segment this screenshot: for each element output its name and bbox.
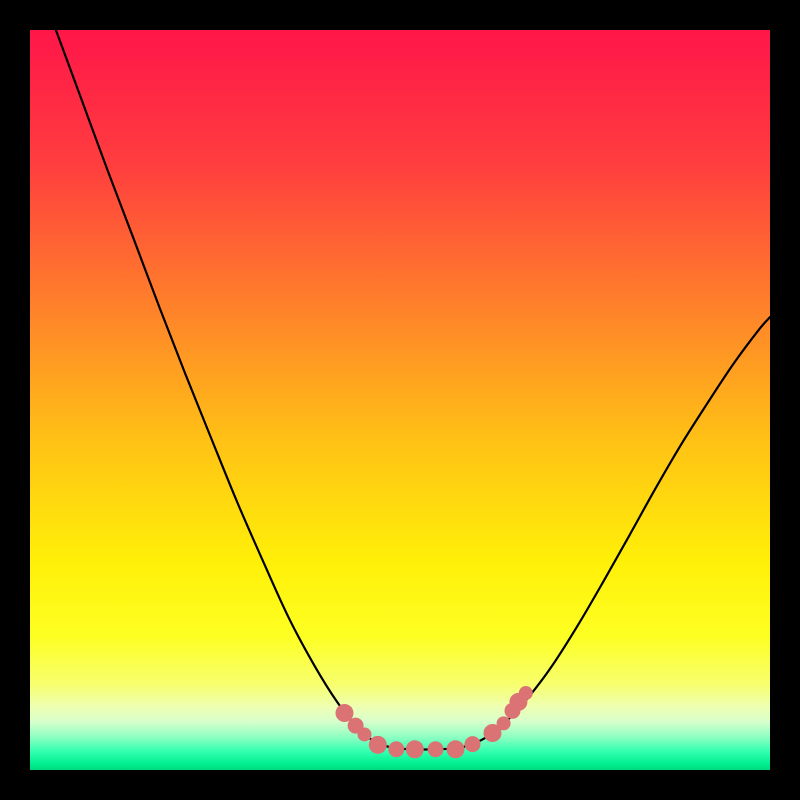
curve-marker [447,740,465,758]
curve-marker [388,741,404,757]
curve-marker [406,740,424,758]
curve-marker [428,741,444,757]
bottleneck-chart [0,0,800,800]
curve-marker [519,686,533,700]
curve-marker [497,716,511,730]
curve-marker [357,727,371,741]
chart-gradient-bg [30,30,770,770]
chart-stage: TheBottleneck.com [0,0,800,800]
curve-marker [369,736,387,754]
curve-marker [465,736,481,752]
